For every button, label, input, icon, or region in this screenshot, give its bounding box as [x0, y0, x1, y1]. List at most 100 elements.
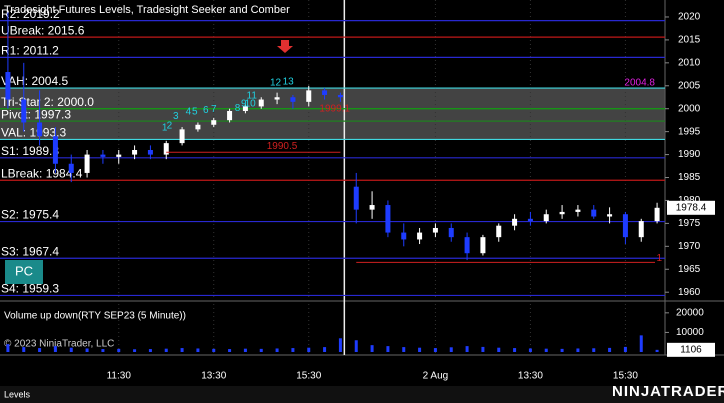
logo: NINJATRADER — [612, 383, 724, 400]
volume-bar — [576, 348, 580, 352]
candle-body — [417, 232, 423, 240]
level-label: VAL: 1993.3 — [1, 126, 66, 140]
volume-bar — [449, 347, 453, 352]
pc-button[interactable] — [5, 260, 43, 284]
level-label: UBreak: 2015.6 — [1, 23, 85, 37]
y-tick-label: 1995 — [678, 126, 701, 137]
volume-tag — [667, 342, 715, 357]
level-label: S3: 1967.4 — [1, 244, 59, 258]
candle-body — [337, 94, 343, 98]
volume-title: Volume up down(RTY SEP23 (5 Minute)) — [4, 311, 186, 322]
volume-bar — [433, 348, 437, 352]
volume-bar — [623, 346, 627, 352]
x-tick-label: 15:30 — [613, 371, 638, 382]
candle-body — [5, 72, 11, 100]
volume-bar — [212, 348, 216, 352]
candle-body — [163, 143, 169, 155]
volume-bar — [196, 348, 200, 352]
candle-body — [195, 124, 201, 130]
candle-body — [559, 211, 565, 215]
volume-bar — [69, 347, 73, 352]
volume-bar — [291, 348, 295, 352]
seeker-count: 11 — [247, 90, 258, 101]
volume-bar — [228, 349, 232, 352]
seeker-count: 4 — [186, 107, 192, 118]
seeker-count: 7 — [211, 104, 217, 115]
volume-bar — [481, 346, 485, 352]
candle-body — [527, 218, 533, 222]
candle-body — [591, 209, 597, 217]
candle-body — [322, 90, 328, 95]
seeker-count: 2 — [167, 120, 173, 131]
candle-body — [84, 154, 90, 173]
seeker-count: 1 — [162, 123, 168, 134]
candle-body — [496, 225, 502, 238]
volume-bar — [497, 347, 501, 352]
candle-body — [401, 232, 407, 240]
volume-bar — [243, 348, 247, 352]
level-label: S4: 1959.3 — [1, 282, 59, 296]
volume-bar — [338, 338, 342, 352]
candle-body — [306, 90, 312, 102]
y-tick-label: 2010 — [678, 57, 701, 68]
y-tick-label: 1985 — [678, 172, 701, 183]
y-tick-label: 1980 — [678, 195, 701, 206]
candle-body — [242, 106, 248, 112]
price-tag-label: 1978.4 — [676, 202, 707, 213]
volume-bar — [38, 348, 42, 352]
candle-body — [448, 227, 454, 238]
volume-bar — [370, 345, 374, 352]
level-label: R1: 2011.2 — [1, 44, 59, 58]
seeker-count: 5 — [192, 107, 198, 118]
level-label: R2: 2019.2 — [1, 7, 60, 21]
level-label: Pivot: 1997.3 — [1, 107, 71, 121]
candle-body — [100, 154, 106, 157]
y-tick-label: 1970 — [678, 241, 701, 252]
x-tick-label: 15:30 — [296, 371, 321, 382]
annotation: 1999.1 — [319, 103, 350, 114]
volume-bar — [164, 348, 168, 352]
seeker-count: 13 — [283, 77, 295, 88]
candle-body — [211, 120, 217, 125]
candle-body — [147, 150, 153, 155]
candle-body — [179, 129, 185, 144]
volume-bar — [386, 346, 390, 352]
volume-bar — [639, 335, 643, 352]
annotation: 1990.5 — [267, 141, 298, 152]
volume-bar — [655, 349, 659, 352]
volume-bar — [180, 348, 184, 352]
pc-button-label[interactable]: PC — [15, 263, 33, 278]
candle-body — [68, 163, 74, 173]
tab[interactable]: Levels — [4, 389, 31, 399]
y-tick-label: 1975 — [678, 218, 701, 229]
volume-bar — [544, 348, 548, 352]
value-area — [0, 88, 665, 140]
candle-body — [258, 99, 264, 107]
level-label: S2: 1975.4 — [1, 208, 59, 222]
volume-bar — [22, 347, 26, 352]
volume-bar — [592, 348, 596, 352]
arrow-icon — [277, 40, 293, 53]
seeker-count: 10 — [245, 98, 257, 109]
candle-body — [432, 227, 438, 233]
candle-body — [353, 186, 359, 210]
candle-body — [512, 218, 518, 226]
level-label: S1: 1989.3 — [1, 144, 59, 158]
y-tick-label: 1965 — [678, 264, 701, 275]
volume-bar — [418, 347, 422, 352]
chart-title: Tradesight Futures Levels, Tradesight Se… — [4, 4, 290, 16]
candle-body — [654, 207, 660, 222]
x-tick-label: 2 Aug — [423, 371, 449, 382]
candle-body — [575, 209, 581, 212]
candle-body — [52, 136, 58, 164]
candle-body — [480, 237, 486, 254]
volume-bar — [560, 348, 564, 352]
volume-bar — [259, 348, 263, 352]
seeker-count: 12 — [270, 78, 282, 89]
volume-bar — [6, 344, 10, 352]
seeker-count: 6 — [203, 105, 209, 116]
candle-body — [290, 97, 296, 102]
volume-bar — [608, 347, 612, 352]
x-tick-label: 13:30 — [201, 371, 226, 382]
